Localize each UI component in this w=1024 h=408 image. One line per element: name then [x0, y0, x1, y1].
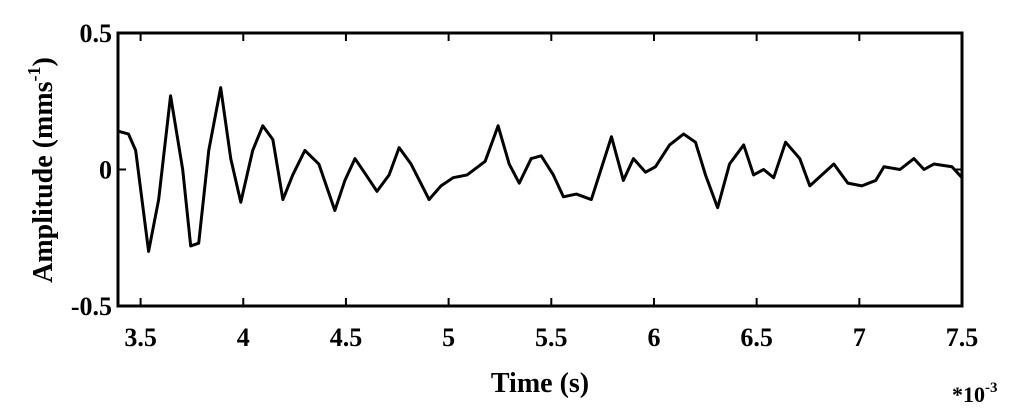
- y-tick-label: 0: [99, 156, 112, 185]
- y-tick-label: -0.5: [71, 292, 112, 321]
- x-axis-title: Time (s): [491, 368, 589, 399]
- x-tick-label: 3.5: [124, 323, 157, 352]
- line: [118, 86, 964, 253]
- y-axis-title-superscript: -1: [24, 66, 44, 81]
- x-multiplier: *10-3: [952, 380, 998, 407]
- x-multiplier-base: *10: [952, 382, 985, 407]
- y-axis-title: Amplitude (mms-1): [24, 57, 59, 283]
- x-tick-label: 6: [647, 323, 660, 352]
- x-tick-label: 4.5: [330, 323, 363, 352]
- x-tick-label: 7.5: [946, 323, 979, 352]
- x-tick-label: 6.5: [740, 323, 773, 352]
- y-tick-label: 0.5: [80, 19, 113, 48]
- y-axis-title-end: ): [28, 57, 59, 66]
- x-multiplier-exponent: -3: [985, 380, 998, 396]
- x-tick-label: 7: [853, 323, 866, 352]
- x-tick-label: 5.5: [535, 323, 568, 352]
- plot-frame: [116, 31, 964, 308]
- y-axis-title-text: Amplitude (mms: [28, 81, 59, 283]
- x-tick-label: 4: [237, 323, 250, 352]
- x-tick-label: 5: [442, 323, 455, 352]
